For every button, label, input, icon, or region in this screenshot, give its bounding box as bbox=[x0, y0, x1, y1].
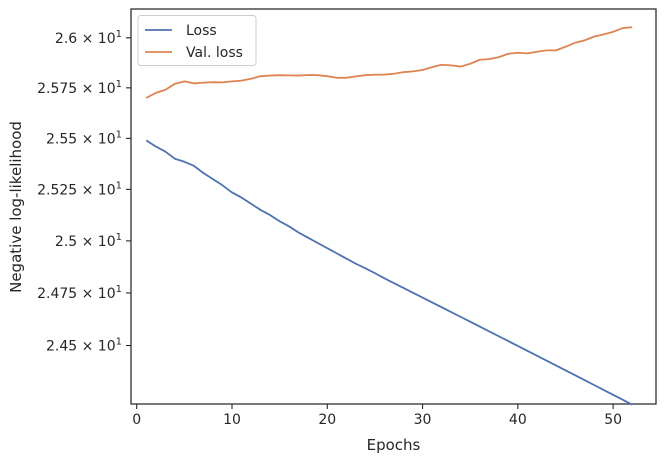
y-tick-label: 2.5 × 101 bbox=[55, 232, 122, 250]
legend: Loss Val. loss bbox=[137, 15, 257, 66]
y-tick-label: 2.475 × 101 bbox=[37, 284, 122, 302]
legend-box bbox=[137, 15, 257, 66]
y-tick-label: 2.45 × 101 bbox=[46, 337, 122, 355]
y-tick-label: 2.575 × 101 bbox=[37, 79, 122, 97]
x-tick-label: 30 bbox=[414, 412, 432, 428]
y-axis-label: Negative log-likelihood bbox=[7, 121, 25, 293]
series-group bbox=[145, 26, 633, 406]
y-tick-label: 2.6 × 101 bbox=[55, 29, 122, 47]
legend-label-loss: Loss bbox=[186, 23, 217, 39]
x-axis-ticks: 0 10 20 30 40 50 bbox=[132, 404, 622, 428]
x-tick-label: 0 bbox=[132, 412, 141, 428]
series-line-loss bbox=[145, 139, 633, 406]
y-tick-label: 2.525 × 101 bbox=[37, 180, 122, 198]
y-axis-ticks: 2.45 × 101 2.475 × 101 2.5 × 101 2.525 × 10… bbox=[37, 29, 131, 355]
x-tick-label: 20 bbox=[318, 412, 336, 428]
x-axis-label: Epochs bbox=[367, 436, 421, 454]
legend-label-val-loss: Val. loss bbox=[186, 45, 243, 61]
x-tick-label: 50 bbox=[604, 412, 622, 428]
x-tick-label: 40 bbox=[509, 412, 527, 428]
series-line-val-loss bbox=[145, 26, 633, 99]
y-tick-label: 2.55 × 101 bbox=[46, 129, 122, 147]
x-tick-label: 10 bbox=[223, 412, 241, 428]
plot-frame bbox=[130, 8, 657, 405]
